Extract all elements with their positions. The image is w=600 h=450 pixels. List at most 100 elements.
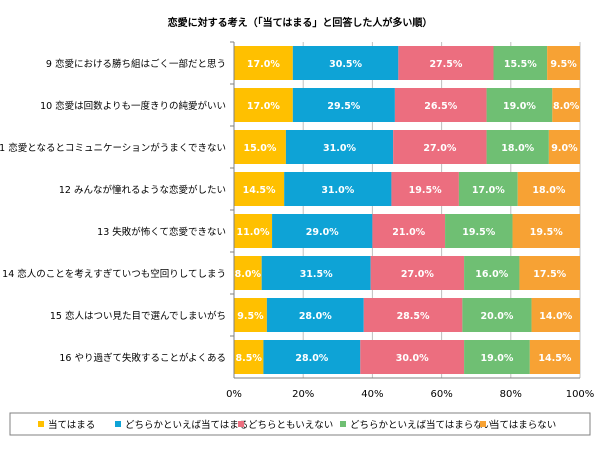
data-label: 9.0% [551,143,578,154]
data-label: 30.0% [396,353,429,364]
data-label: 14.0% [539,311,572,322]
bar-segment [512,214,580,248]
data-label: 27.0% [423,143,456,154]
data-label: 29.0% [306,227,339,238]
legend-swatch [38,421,44,427]
data-label: 28.0% [299,311,332,322]
data-label: 19.5% [462,227,495,238]
legend-swatch [115,421,121,427]
category-label: 11 恋愛となるとコミュニケーションがうまくできない [0,142,226,154]
bar-segment [391,172,459,206]
bar-segment [519,256,580,290]
bar-segment [263,340,361,374]
bar-segment [234,172,285,206]
bar-segment [462,298,532,332]
legend-label: どちらかといえば当てはまらない [350,419,492,431]
data-label: 28.0% [295,353,328,364]
bar-segment [552,88,580,122]
legend-swatch [340,421,346,427]
data-label: 30.5% [329,59,362,70]
data-label: 21.0% [392,227,425,238]
category-label: 9 恋愛における勝ち組はごく一部だと思う [46,58,226,70]
bar-segment [464,340,530,374]
category-label: 12 みんなが憧れるような恋愛がしたい [59,184,226,196]
bars: 17.0% 30.5% 27.5% 15.5% 9.5% 17.0% 29.5% 26.5% 1… [234,46,580,374]
legend-swatch [238,421,244,427]
data-label: 31.0% [323,143,356,154]
bar-segment [234,46,293,80]
data-label: 9.5% [237,311,264,322]
data-label: 19.0% [503,101,536,112]
data-label: 27.0% [401,269,434,280]
data-label: 19.5% [409,185,442,196]
legend-swatch [480,421,486,427]
data-label: 26.5% [424,101,457,112]
bar-segment [517,172,580,206]
data-label: 17.0% [472,185,505,196]
bar-segment [464,256,520,290]
bar-segment [285,130,394,164]
data-label: 28.5% [397,311,430,322]
legend-label: 当てはまらない [490,419,556,431]
data-label: 9.5% [550,59,577,70]
data-label: 8.5% [236,353,263,364]
category-label: 14 恋人のことを考えすぎていつも空回りしてしまう [2,268,226,280]
x-axis: 0% 20% 40% 60% 80% 100% [226,41,594,400]
bar-segment [531,298,580,332]
x-tick-label: 20% [292,389,314,400]
data-label: 14.5% [243,185,276,196]
bar-segment [370,256,465,290]
category-label: 13 失敗が怖くて恋愛できない [97,226,226,238]
bar-segment [360,340,465,374]
bar-segment [261,256,371,290]
x-tick-label: 80% [500,389,522,400]
bar-segment [486,130,549,164]
data-label: 27.5% [429,59,462,70]
bar-segment [393,130,487,164]
legend-label: どちらかといえば当てはまる [125,419,248,431]
data-label: 8.0% [235,269,262,280]
data-label: 19.0% [480,353,513,364]
data-label: 15.5% [504,59,537,70]
bar-segment [292,46,399,80]
bar-segment [284,172,392,206]
category-labels: 9 恋愛における勝ち組はごく一部だと思う 10 恋愛は回数よりも一度きりの純愛がい… [0,58,226,364]
bar-segment [363,298,463,332]
x-tick-label: 0% [226,389,242,400]
bar-segment [493,46,548,80]
data-label: 17.5% [533,269,566,280]
bar-segment [266,298,364,332]
bar-segment [394,88,487,122]
data-label: 31.0% [321,185,354,196]
category-label: 15 恋人はつい見た目で選んでしまいがち [50,310,226,322]
category-label: 16 やり過ぎて失敗することがよくある [59,352,226,364]
data-label: 19.5% [530,227,563,238]
bar-segment [234,340,264,374]
legend: 当てはまる どちらかといえば当てはまる どちらともいえない どちらかといえば当てはまら… [9,412,591,436]
bar-segment [234,256,262,290]
bar-segment [292,88,395,122]
bar-segment [486,88,553,122]
bar-segment [547,46,580,80]
data-label: 17.0% [247,101,280,112]
data-label: 18.0% [532,185,565,196]
x-tick-label: 40% [361,389,383,400]
data-label: 16.0% [475,269,508,280]
chart-title: 恋愛に対する考え（「当てはまる」と回答した人が多い順） [168,16,433,29]
legend-label: どちらともいえない [248,420,333,431]
category-label: 10 恋愛は回数よりも一度きりの純愛がいい [40,100,226,112]
data-label: 11.0% [237,227,270,238]
data-label: 29.5% [327,101,360,112]
bar-segment [372,214,446,248]
bar-segment [234,214,273,248]
data-label: 17.0% [247,59,280,70]
bar-segment [398,46,494,80]
data-label: 20.0% [480,311,513,322]
bar-segment [458,172,518,206]
bar-segment [234,88,293,122]
x-tick-label: 60% [430,389,452,400]
bar-segment [548,130,580,164]
legend-box [9,412,591,436]
data-label: 18.0% [501,143,534,154]
